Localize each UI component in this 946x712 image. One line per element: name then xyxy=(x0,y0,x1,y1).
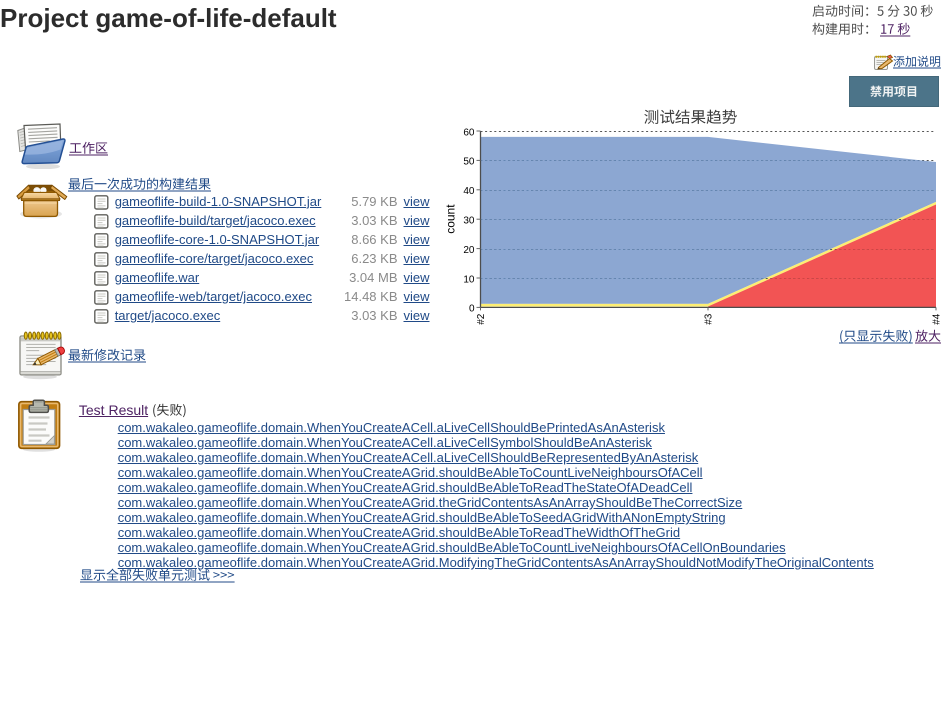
svg-text:60: 60 xyxy=(463,127,475,138)
svg-text:30: 30 xyxy=(463,216,475,227)
svg-text:#3: #3 xyxy=(704,313,715,325)
svg-text:#4: #4 xyxy=(932,313,943,325)
svg-text:count: count xyxy=(444,204,458,234)
svg-text:10: 10 xyxy=(463,274,475,285)
svg-text:#2: #2 xyxy=(476,313,487,325)
svg-text:40: 40 xyxy=(463,186,475,197)
svg-text:50: 50 xyxy=(463,157,475,168)
svg-text:20: 20 xyxy=(463,245,475,256)
svg-text:0: 0 xyxy=(469,304,475,315)
